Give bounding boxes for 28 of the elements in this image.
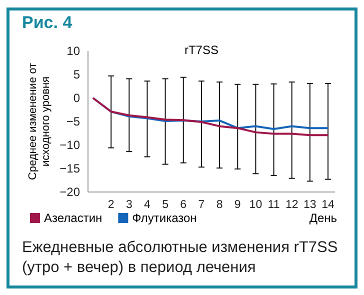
y-tick-label: −20 xyxy=(60,184,80,199)
line-series xyxy=(92,97,329,136)
y-tick-label: 0 xyxy=(73,90,80,105)
legend-label: Флутиказон xyxy=(132,211,197,225)
x-tick-label: 6 xyxy=(180,199,187,212)
x-axis-title: День xyxy=(309,211,337,225)
x-tick-label: 9 xyxy=(234,199,241,212)
text: Ежедневные абсолютные изменения rT7SS (утро + вечер) в период лечения xyxy=(22,239,338,276)
y-axis-title: Среднее изменение от исходного уровня xyxy=(27,62,52,180)
x-tick-label: 7 xyxy=(198,199,205,212)
x-tick-label: 11 xyxy=(268,199,280,212)
x-tick-label: 8 xyxy=(216,199,223,212)
x-tick-label: 13 xyxy=(304,199,316,212)
y-tick-label: −15 xyxy=(60,161,80,176)
legend-label: Азеластин xyxy=(44,211,102,225)
x-tick-label: 10 xyxy=(249,199,262,212)
y-tick-label: −10 xyxy=(60,138,80,152)
x-tick-label: 5 xyxy=(162,199,169,212)
chart-title: Рис. 4 xyxy=(22,13,73,32)
x-tick-label: 12 xyxy=(285,199,298,212)
x-tick-label: 4 xyxy=(144,199,152,212)
y-tick-label: −5 xyxy=(66,114,80,128)
x-tick-label: 14 xyxy=(322,199,335,212)
y-tick-label: 5 xyxy=(73,67,80,82)
x-tick-label: 2 xyxy=(108,199,114,212)
x-tick-label: 3 xyxy=(126,199,132,212)
y-tick-label: 10 xyxy=(66,44,80,58)
chart-subtitle: rT7SS xyxy=(184,43,219,57)
